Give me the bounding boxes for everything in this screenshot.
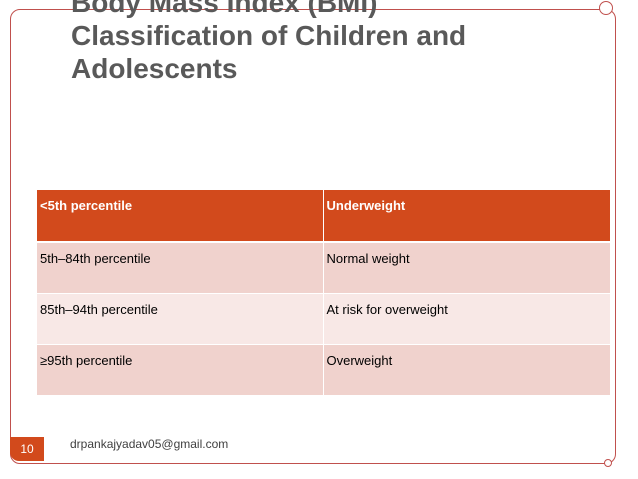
table-cell-percentile: <5th percentile [37, 190, 324, 243]
table-row: <5th percentile Underweight [37, 190, 610, 243]
table-cell-percentile: 85th–94th percentile [37, 293, 324, 345]
table-cell-percentile: ≥95th percentile [37, 344, 324, 395]
title-line-2: Classification of Children and [71, 20, 467, 51]
title-line-3: Adolescents [71, 53, 238, 84]
table-row: 5th–84th percentile Normal weight [37, 242, 610, 294]
corner-ornament [599, 1, 613, 15]
frame-dot-ornament [604, 459, 612, 467]
table-cell-classification: At risk for overweight [323, 293, 610, 345]
slide-frame [10, 9, 616, 464]
table-cell-percentile: 5th–84th percentile [37, 242, 324, 294]
bmi-classification-table: <5th percentile Underweight 5th–84th per… [37, 190, 610, 395]
table-cell-classification: Overweight [323, 344, 610, 395]
footer-email: drpankajyadav05@gmail.com [70, 437, 229, 451]
table-row: ≥95th percentile Overweight [37, 344, 610, 395]
slide-title: Body Mass Index (BMI) Classification of … [71, 0, 591, 85]
title-line-1: Body Mass Index (BMI) [71, 0, 378, 18]
page-number: 10 [10, 437, 44, 461]
table-row: 85th–94th percentile At risk for overwei… [37, 293, 610, 345]
table-cell-classification: Underweight [323, 190, 610, 243]
table-cell-classification: Normal weight [323, 242, 610, 294]
